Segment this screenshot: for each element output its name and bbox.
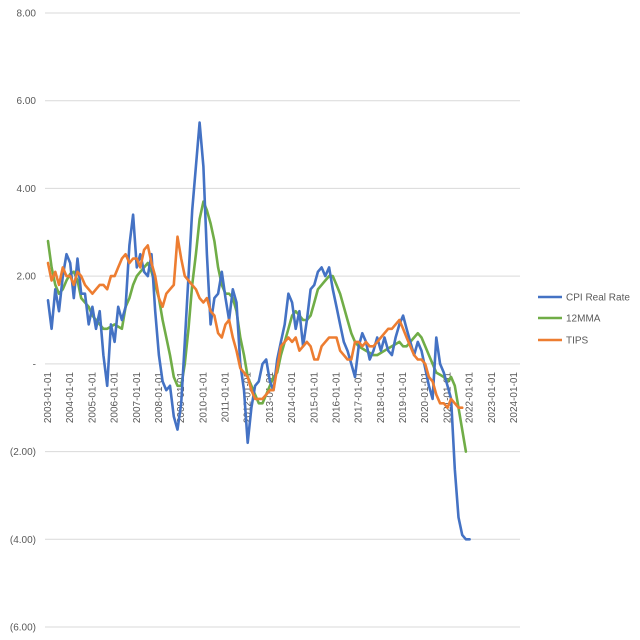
legend-label: CPI Real Rate [566, 293, 630, 304]
x-tick-label: 2017-01-01 [354, 372, 365, 424]
series-line-cpi-real-rate [46, 121, 471, 541]
x-tick-label: 2008-01-01 [154, 372, 165, 424]
y-tick-label: (6.00) [10, 623, 36, 634]
x-tick-label: 2016-01-01 [331, 372, 342, 424]
x-tick-label: 2010-01-01 [198, 372, 209, 424]
x-tick-label: 2005-01-01 [87, 372, 98, 424]
x-tick-label: 2012-01-01 [243, 372, 254, 424]
y-axis-tick-labels: 8.00 6.00 4.00 2.00 - (2.00) (4.00) (6.00) [10, 9, 37, 634]
x-tick-label: 2006-01-01 [110, 372, 121, 424]
legend: CPI Real Rate 12MMA TIPS [538, 293, 630, 347]
x-tick-label: 2007-01-01 [132, 372, 143, 424]
y-tick-label: (2.00) [10, 447, 36, 458]
x-tick-label: 2019-01-01 [398, 372, 409, 424]
x-tick-label: 2003-01-01 [43, 372, 54, 424]
x-tick-label: 2023-01-01 [487, 372, 498, 424]
y-tick-label: - [33, 359, 36, 370]
x-tick-label: 2015-01-01 [309, 372, 320, 424]
x-tick-label: 2004-01-01 [65, 372, 76, 424]
series-line-tips [46, 235, 464, 409]
y-tick-label: 8.00 [17, 9, 37, 20]
x-tick-label: 2021-01-01 [442, 372, 453, 424]
y-tick-label: 2.00 [17, 272, 37, 283]
x-tick-label: 2018-01-01 [376, 372, 387, 424]
x-tick-label: 2013-01-01 [265, 372, 276, 424]
legend-label: TIPS [566, 336, 589, 347]
x-tick-label: 2024-01-01 [509, 372, 520, 424]
x-tick-label: 2011-01-01 [221, 372, 232, 423]
legend-label: 12MMA [566, 314, 601, 325]
gridlines [45, 12, 520, 628]
x-tick-label: 2014-01-01 [287, 372, 298, 424]
y-tick-label: 6.00 [17, 96, 37, 107]
y-tick-label: (4.00) [10, 535, 36, 546]
y-tick-label: 4.00 [17, 184, 37, 195]
series-lines [46, 121, 471, 541]
x-tick-label: 2022-01-01 [465, 372, 476, 424]
x-tick-label: 2020-01-01 [420, 372, 431, 424]
